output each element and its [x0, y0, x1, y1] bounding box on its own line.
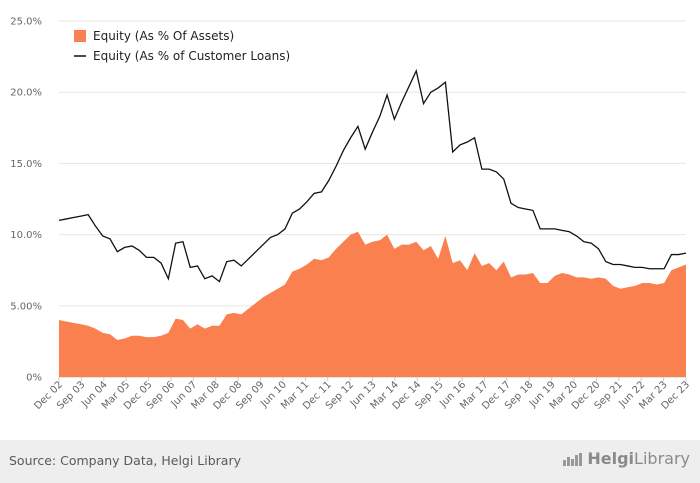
logo-text-library: Library: [634, 449, 690, 468]
y-tick-label: 25.0%: [10, 17, 42, 28]
helgi-library-logo: Helgi Library: [562, 449, 690, 468]
series-equity-loans-line: [58, 68, 687, 283]
source-text: Source: Company Data, Helgi Library: [9, 453, 242, 468]
legend-swatch-assets: [74, 30, 86, 42]
y-tick-label: 0%: [26, 373, 42, 384]
y-tick-label: 5.00%: [10, 301, 42, 312]
y-tick-label: 15.0%: [10, 159, 42, 170]
legend-label-loans: Equity (As % of Customer Loans): [93, 49, 290, 63]
series-equity-assets-area: [59, 231, 686, 377]
y-tick-label: 10.0%: [10, 230, 42, 241]
logo-chart-icon: [563, 452, 583, 466]
legend-label-assets: Equity (As % Of Assets): [93, 29, 234, 43]
y-tick-label: 20.0%: [10, 88, 42, 99]
y-axis-ticks: 0% 5.00% 10.0% 15.0% 20.0% 25.0%: [10, 17, 42, 384]
footer: Source: Company Data, Helgi Library Helg…: [0, 440, 700, 483]
logo-text-helgi: Helgi: [587, 449, 635, 468]
legend: Equity (As % Of Assets) Equity (As % of …: [74, 29, 290, 63]
